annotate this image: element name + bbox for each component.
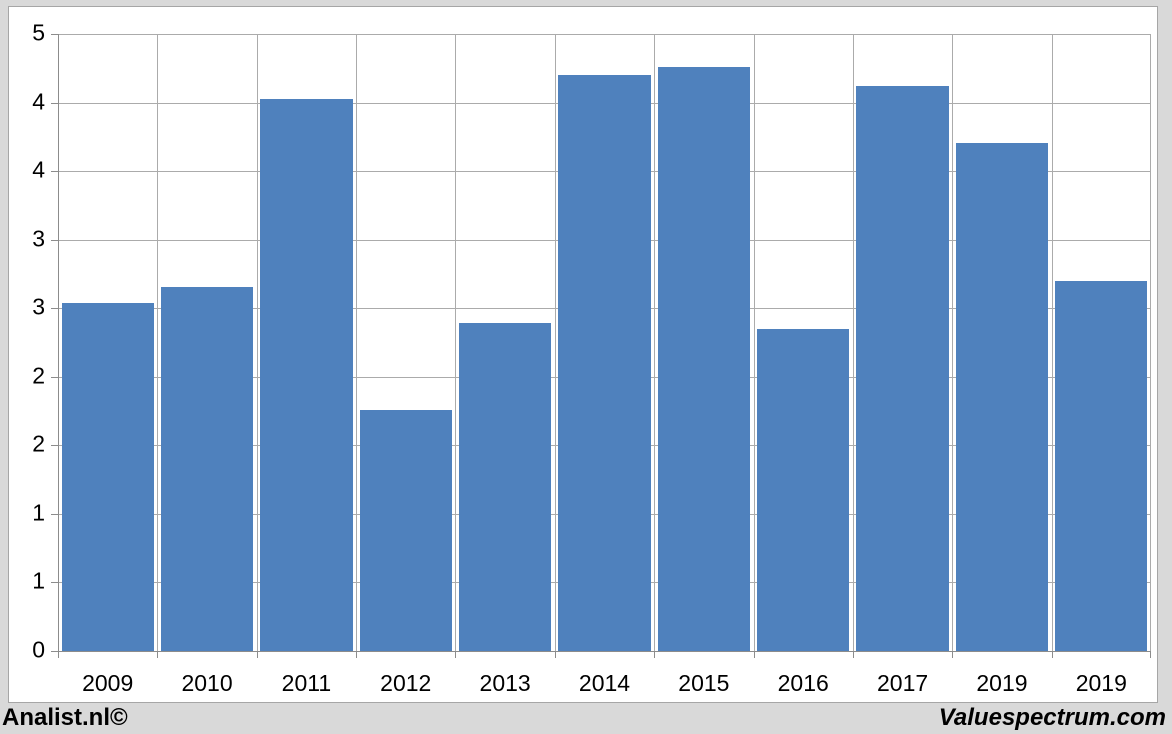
- bar: [856, 85, 949, 651]
- x-axis-tick-label: 2017: [876, 670, 929, 696]
- y-axis-tick: [51, 34, 58, 35]
- x-axis-tick: [753, 651, 755, 658]
- x-axis-tick-label: 2019: [1075, 670, 1127, 696]
- x-axis-tick: [356, 651, 358, 658]
- y-axis-tick-label: 1: [32, 568, 45, 595]
- y-axis-tick-label: 4: [32, 156, 45, 183]
- x-axis-tick-label: 2013: [479, 670, 531, 696]
- vertical-gridline: [852, 34, 854, 651]
- bar: [955, 142, 1049, 651]
- vertical-gridline: [952, 34, 954, 651]
- x-axis-tick: [455, 651, 457, 658]
- y-axis-tick-label: 0: [32, 636, 45, 663]
- chart-panel: 5 4 4 3 3 2 2 1 1 0 2009 2010 2011 2012 2013 2014 2015 2…: [8, 6, 1158, 703]
- bar: [359, 410, 452, 651]
- x-axis-line: [58, 651, 1151, 652]
- y-axis-tick: [51, 308, 58, 310]
- y-axis-tick-label: 2: [32, 362, 45, 389]
- y-axis-tick-label: 3: [32, 225, 45, 252]
- plot-area: [58, 34, 1151, 652]
- x-axis-tick-label: 2015: [678, 670, 730, 696]
- bar: [61, 303, 154, 651]
- y-axis-line: [58, 34, 59, 651]
- x-axis-tick-label: 2012: [380, 670, 432, 696]
- x-axis-tick: [952, 651, 954, 658]
- vertical-gridline: [455, 34, 457, 651]
- x-axis-tick-label: 2009: [82, 670, 134, 696]
- x-axis-tick: [852, 651, 854, 658]
- bar: [160, 286, 254, 651]
- y-axis-tick: [51, 376, 58, 378]
- y-axis-tick-label: 2: [32, 430, 45, 457]
- y-axis-tick: [51, 582, 58, 584]
- vertical-gridline: [554, 34, 556, 651]
- bar: [558, 74, 651, 651]
- vertical-gridline: [256, 34, 258, 651]
- analist-brand-text: Analist.nl©: [2, 704, 128, 731]
- y-axis-tick: [51, 513, 58, 515]
- footer: Analist.nl© Valuespectrum.com: [0, 702, 1172, 734]
- y-axis-tick-label: 3: [32, 293, 45, 320]
- bar: [1055, 280, 1148, 651]
- vertical-gridline: [654, 34, 656, 651]
- x-axis-tick: [654, 651, 656, 658]
- x-axis-tick: [58, 651, 59, 658]
- vertical-gridline: [157, 34, 159, 651]
- bar: [657, 67, 751, 651]
- x-axis-tick: [256, 651, 258, 658]
- y-axis-tick: [51, 171, 58, 173]
- vertical-gridline: [1051, 34, 1053, 651]
- valuespectrum-brand-text: Valuespectrum.com: [938, 704, 1166, 731]
- bar: [757, 328, 850, 651]
- x-axis-tick-label: 2016: [777, 670, 829, 696]
- x-axis-tick: [1150, 651, 1151, 658]
- vertical-gridline: [1150, 34, 1151, 651]
- x-axis-tick: [1051, 651, 1053, 658]
- y-axis-tick-label: 4: [32, 88, 45, 115]
- y-axis-tick: [51, 651, 58, 652]
- x-axis-tick-label: 2019: [976, 670, 1028, 696]
- y-axis-tick: [51, 102, 58, 104]
- x-axis-tick-label: 2011: [281, 670, 332, 696]
- x-axis-tick-label: 2010: [181, 670, 233, 696]
- y-axis-tick: [51, 445, 58, 447]
- vertical-gridline: [356, 34, 358, 651]
- y-axis-tick-label: 5: [32, 19, 45, 46]
- x-axis-tick: [554, 651, 556, 658]
- x-axis-tick: [157, 651, 159, 658]
- vertical-gridline: [753, 34, 755, 651]
- y-axis-tick-label: 1: [32, 499, 45, 526]
- bar: [260, 99, 353, 651]
- horizontal-gridline: [58, 34, 1151, 35]
- x-axis-tick-label: 2014: [578, 670, 631, 696]
- y-axis-tick: [51, 239, 58, 241]
- bar: [458, 322, 552, 651]
